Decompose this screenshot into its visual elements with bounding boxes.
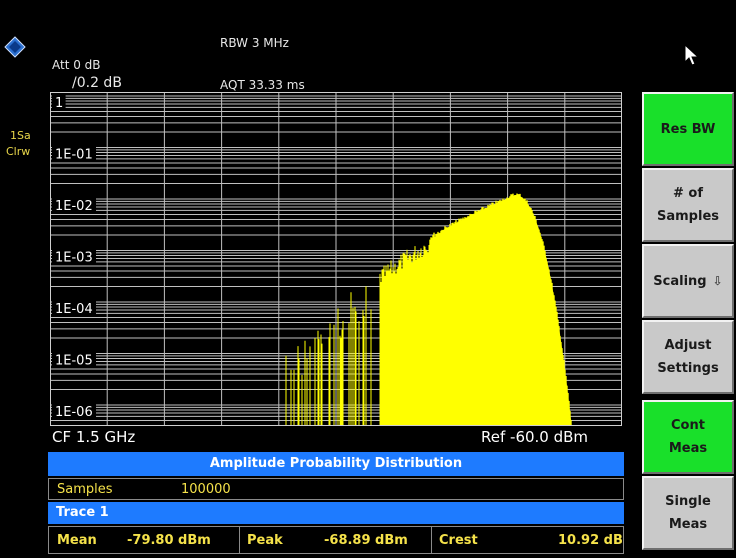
softkey-label: Scaling: [653, 273, 707, 289]
softkey-label: # of Samples: [657, 186, 719, 224]
y-tick-label-background: [52, 403, 96, 419]
scale-readout: /0.2 dB: [72, 75, 122, 91]
divider: [431, 527, 432, 553]
trace-sample-label: 1Sa: [10, 129, 31, 142]
results-row: Mean -79.80 dBm Peak -68.89 dBm Crest 10…: [48, 526, 624, 554]
y-tick-label-background: [52, 351, 96, 368]
y-tick-label: 1E-06: [55, 405, 93, 420]
reference-level-label: Ref -60.0 dBm: [481, 428, 589, 446]
aqt-readout: AQT 33.33 ms: [220, 78, 305, 92]
softkey-label: Single Meas: [665, 494, 711, 532]
mean-value: -79.80 dBm: [127, 533, 211, 548]
crest-value: 10.92 dB: [558, 533, 623, 548]
cont-meas-softkey[interactable]: Cont Meas: [642, 400, 734, 474]
peak-label: Peak: [247, 533, 283, 548]
y-tick-label: 1E-05: [55, 354, 93, 369]
single-meas-softkey[interactable]: Single Meas: [642, 476, 734, 550]
y-tick-label-background: [52, 145, 96, 162]
trace-row: Trace 1: [48, 502, 624, 524]
scaling-softkey[interactable]: Scaling ⇩: [642, 244, 734, 318]
peak-value: -68.89 dBm: [324, 533, 408, 548]
rbw-readout: RBW 3 MHz: [220, 36, 289, 50]
y-tick-label: 1E-03: [55, 251, 93, 266]
softkey-label: Adjust Settings: [657, 338, 719, 376]
adjust-settings-softkey[interactable]: Adjust Settings: [642, 320, 734, 394]
y-tick-label: 1E-02: [55, 199, 93, 214]
apd-trace: [285, 193, 572, 426]
y-tick-label: 1: [55, 96, 63, 111]
y-tick-label: 1E-04: [55, 302, 93, 317]
trace-fill: [442, 195, 572, 426]
crest-label: Crest: [439, 533, 478, 548]
mouse-pointer-icon: [684, 43, 700, 70]
attenuation-readout: Att 0 dB: [52, 58, 101, 72]
softkey-label: Cont Meas: [668, 418, 708, 456]
y-tick-label-background: [52, 300, 96, 316]
y-tick-label-background: [52, 197, 96, 213]
y-tick-label: 1E-01: [55, 148, 93, 163]
y-tick-label-background: [52, 94, 66, 110]
trace-mode-label: Clrw: [6, 145, 31, 158]
rohde-schwarz-logo: [4, 36, 26, 58]
res-bw-softkey[interactable]: Res BW: [642, 92, 734, 166]
samples-row: Samples 100000: [48, 478, 624, 500]
divider: [239, 527, 240, 553]
table-title: Amplitude Probability Distribution: [48, 452, 624, 476]
y-axis-ticks: 1 1E-01 1E-02 1E-03 1E-04 1E-05 1E-06: [52, 94, 96, 420]
y-tick-label-background: [52, 248, 96, 265]
softkey-label: Res BW: [660, 121, 716, 137]
mean-label: Mean: [57, 533, 97, 548]
number-of-samples-softkey[interactable]: # of Samples: [642, 168, 734, 242]
trace-label: Trace 1: [56, 505, 109, 520]
samples-value: 100000: [181, 482, 231, 497]
center-frequency-label: CF 1.5 GHz: [52, 428, 136, 446]
apd-plot: 1 1E-01 1E-02 1E-03 1E-04 1E-05 1E-06: [50, 92, 622, 426]
samples-label: Samples: [57, 482, 113, 497]
submenu-arrow-icon: ⇩: [712, 273, 723, 288]
